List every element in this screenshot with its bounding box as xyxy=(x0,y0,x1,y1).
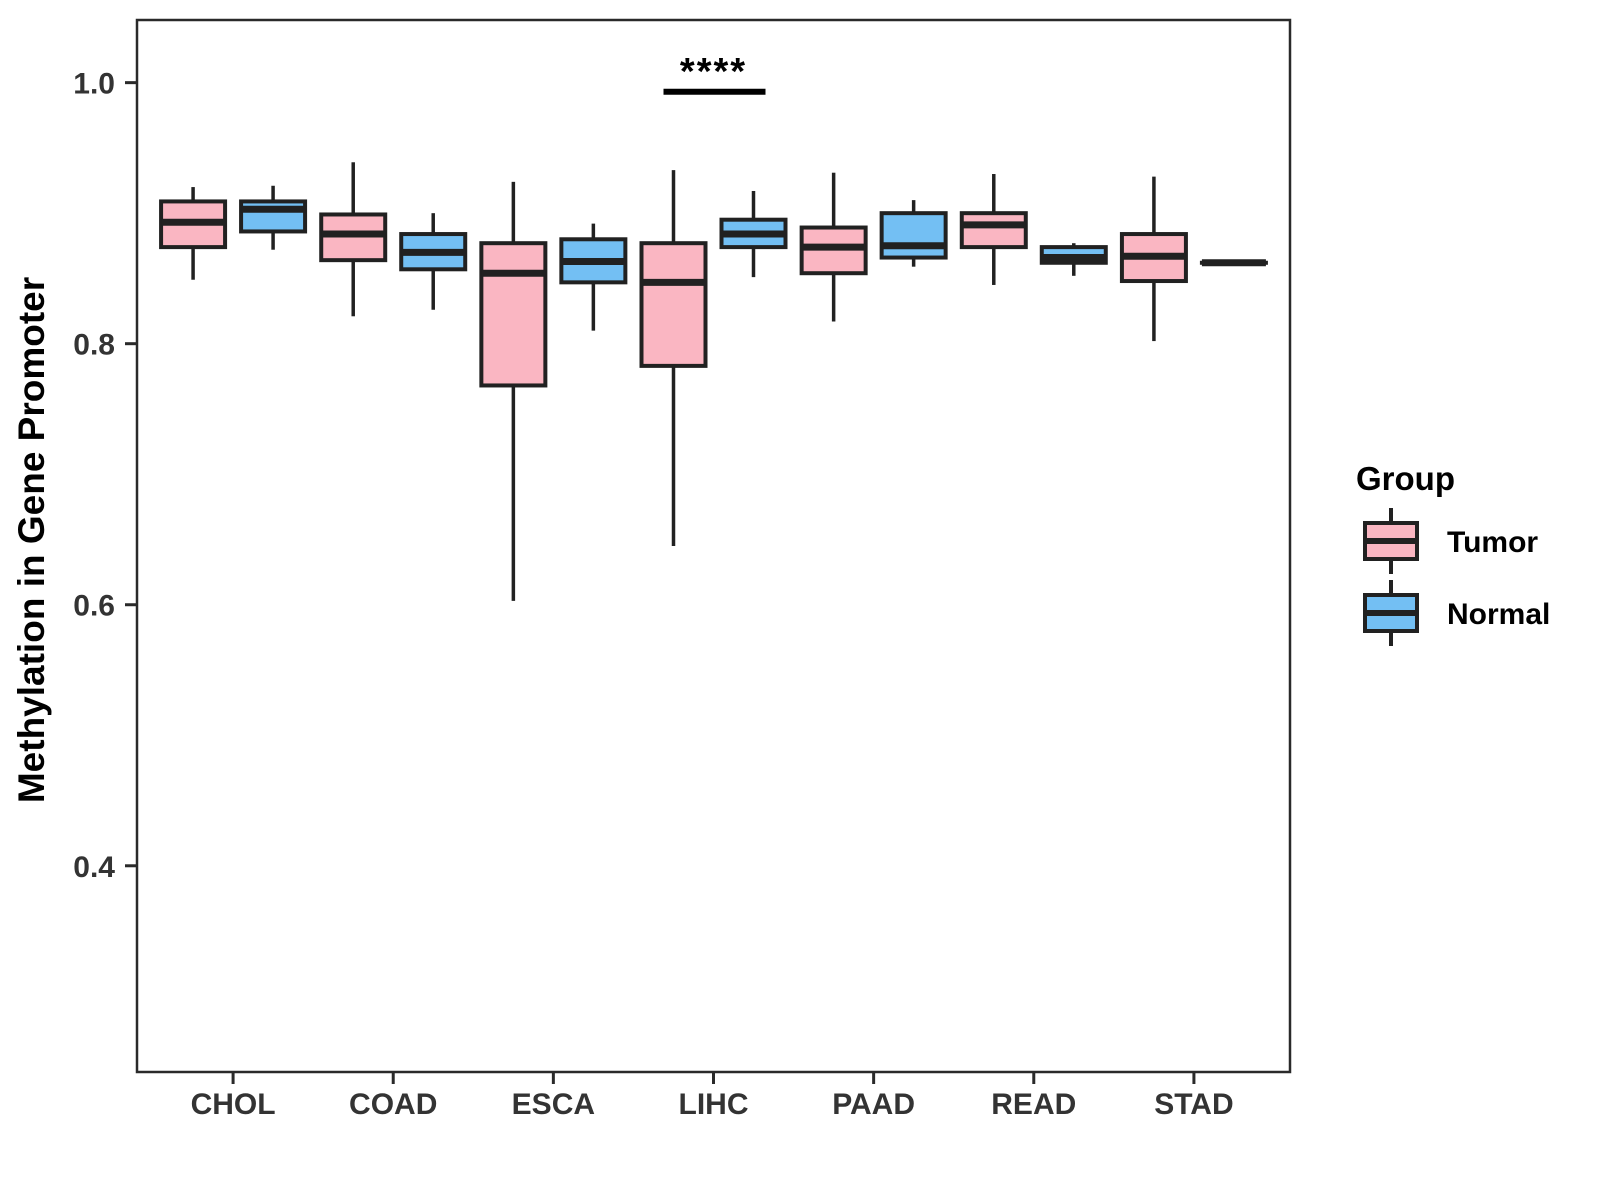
x-tick-label-read: READ xyxy=(991,1088,1076,1121)
iqr-box xyxy=(479,241,548,388)
legend-key-normal xyxy=(1363,580,1419,646)
box-tumor-chol xyxy=(159,187,228,280)
x-axis: CHOL COAD ESCA LIHC PAAD READ STAD xyxy=(191,1072,1234,1121)
box-tumor-read xyxy=(959,174,1028,285)
legend-label-normal: Normal xyxy=(1447,598,1550,631)
iqr-box xyxy=(639,241,708,368)
y-axis: 1.0 0.8 0.6 0.4 xyxy=(73,68,137,884)
y-tick-label: 0.6 xyxy=(73,590,115,623)
x-tick-label-chol: CHOL xyxy=(191,1088,276,1121)
y-tick-label: 0.8 xyxy=(73,329,115,362)
box-tumor-lihc xyxy=(639,170,708,546)
box-tumor-esca xyxy=(479,181,548,601)
box-normal-chol xyxy=(239,185,308,250)
x-tick-label-esca: ESCA xyxy=(512,1088,595,1121)
box-tumor-paad xyxy=(799,172,868,322)
legend-title: Group xyxy=(1356,460,1455,497)
box-normal-esca xyxy=(559,223,628,331)
x-tick-label-stad: STAD xyxy=(1154,1088,1233,1121)
y-tick-label: 1.0 xyxy=(73,68,115,101)
x-tick-label-lihc: LIHC xyxy=(679,1088,749,1121)
significance-label: **** xyxy=(680,51,747,93)
legend-label-tumor: Tumor xyxy=(1447,526,1538,559)
x-tick-label-paad: PAAD xyxy=(832,1088,915,1121)
significance-annotation: **** xyxy=(663,51,766,95)
box-normal-lihc xyxy=(719,190,788,278)
boxplot-series xyxy=(159,162,1268,601)
iqr-box xyxy=(959,211,1028,250)
x-tick-label-coad: COAD xyxy=(349,1088,437,1121)
y-tick-label: 0.4 xyxy=(73,851,115,884)
box-normal-coad xyxy=(399,213,468,310)
box-normal-paad xyxy=(879,200,948,267)
box-tumor-coad xyxy=(319,162,388,317)
y-axis-title: Methylation in Gene Promoter xyxy=(11,277,52,803)
legend-key-tumor xyxy=(1363,508,1419,574)
legend: Group Tumor Normal xyxy=(1356,460,1550,646)
box-tumor-stad xyxy=(1119,176,1188,342)
box-normal-read xyxy=(1039,243,1108,276)
legend-key-glyphs xyxy=(1363,508,1419,646)
iqr-box xyxy=(879,211,948,260)
plot-panel xyxy=(135,18,1292,1074)
panel-border xyxy=(135,18,1292,1074)
